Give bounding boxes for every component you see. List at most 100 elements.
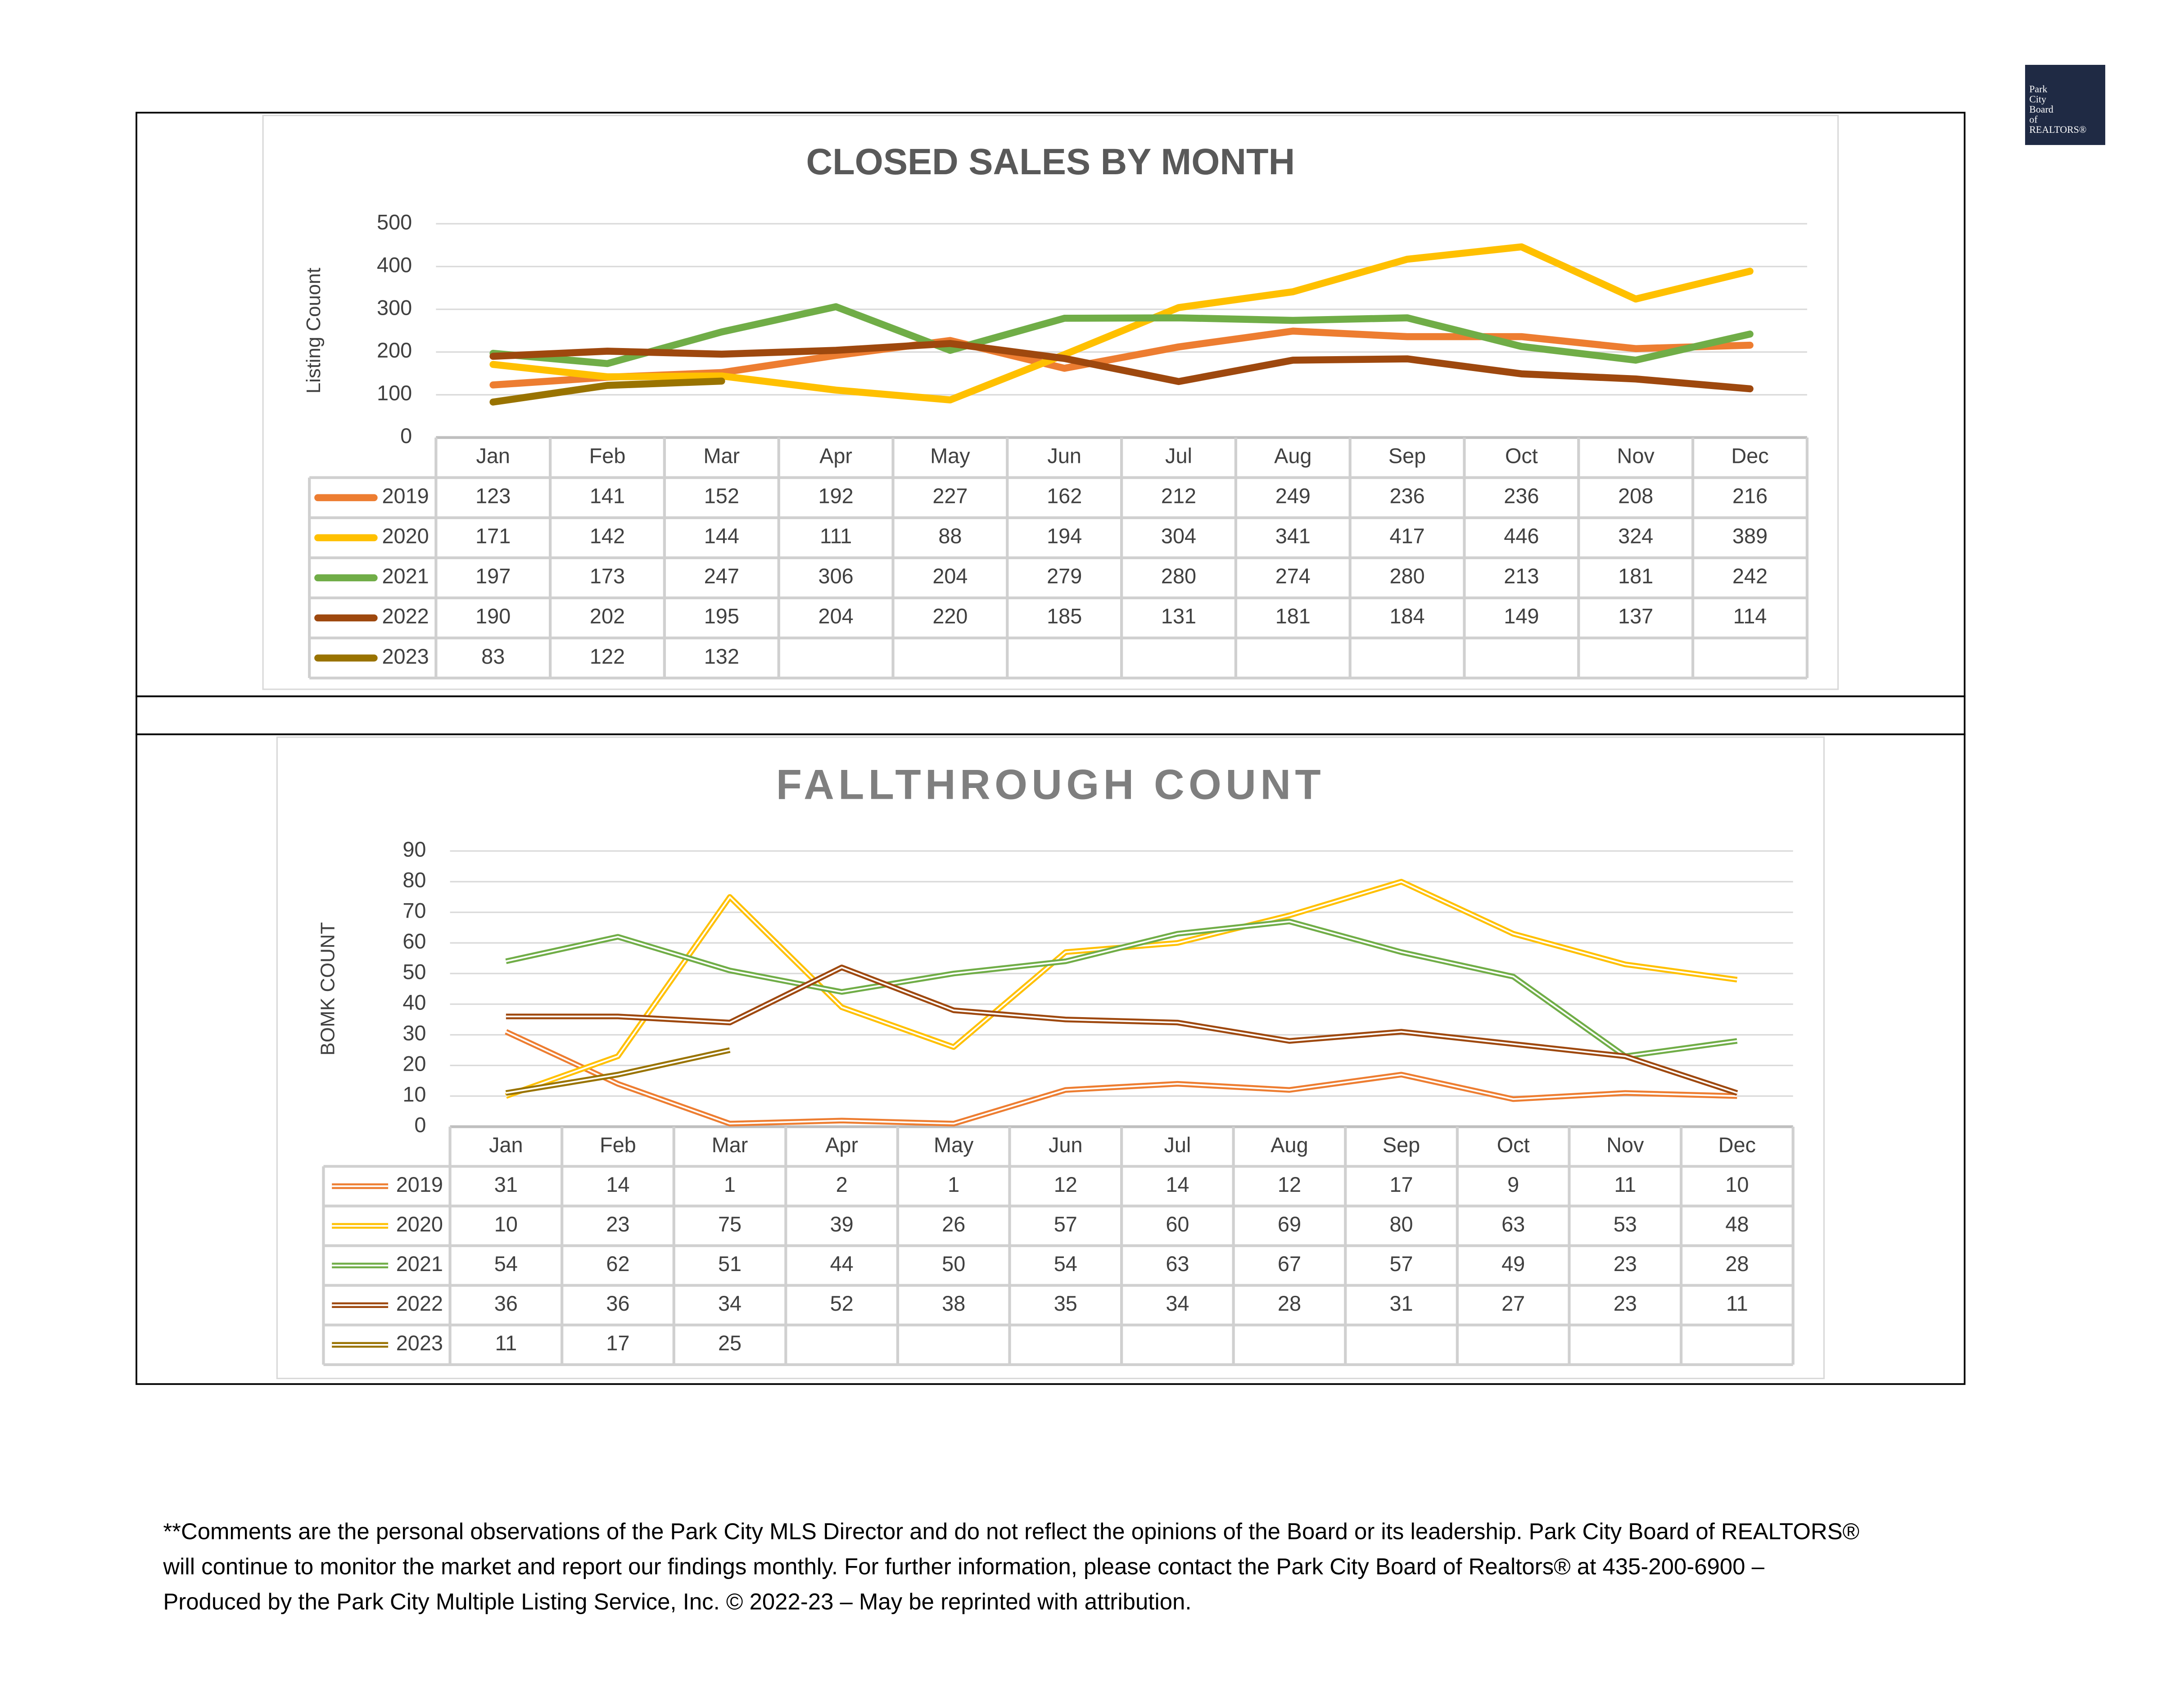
- x-tick-label: Jun: [1049, 1133, 1083, 1157]
- table-cell: 341: [1275, 525, 1311, 548]
- table-cell: 279: [1047, 565, 1082, 588]
- table-cell: 44: [830, 1252, 854, 1276]
- logo-text: Board: [2029, 104, 2053, 115]
- chart-area: [276, 736, 1825, 1380]
- table-cell: 131: [1161, 605, 1196, 628]
- x-tick-label: Mar: [703, 444, 740, 468]
- series-line-inner: [506, 881, 1737, 1097]
- table-cell: 171: [475, 525, 511, 548]
- table-cell: 137: [1618, 605, 1653, 628]
- table-cell: 195: [704, 605, 739, 628]
- table-cell: 142: [590, 525, 625, 548]
- table-cell: 35: [1054, 1292, 1077, 1315]
- x-tick-label: Apr: [825, 1133, 858, 1157]
- table-cell: 280: [1161, 565, 1196, 588]
- table-cell: 274: [1275, 565, 1311, 588]
- series-line: [489, 303, 1754, 367]
- table-cell: 389: [1732, 525, 1768, 548]
- table-cell: 28: [1725, 1252, 1749, 1276]
- logo-text: City: [2029, 94, 2046, 105]
- series-line: [506, 964, 1738, 1096]
- table-cell: 213: [1504, 565, 1539, 588]
- table-cell: 60: [1166, 1213, 1189, 1236]
- table-cell: 280: [1389, 565, 1424, 588]
- table-cell: 83: [481, 645, 505, 668]
- table-cell: 10: [1725, 1173, 1749, 1196]
- table-cell: 2: [836, 1173, 848, 1196]
- x-tick-label: Oct: [1497, 1133, 1530, 1157]
- table-cell: 132: [704, 645, 739, 668]
- table-cell: 306: [818, 565, 854, 588]
- legend-label: 2023: [396, 1331, 443, 1355]
- x-tick-label: Mar: [712, 1133, 748, 1157]
- x-tick-label: Apr: [819, 444, 852, 468]
- legend-label: 2021: [396, 1252, 443, 1276]
- x-tick-label: Nov: [1617, 444, 1655, 468]
- table-cell: 236: [1504, 484, 1539, 508]
- table-cell: 57: [1054, 1213, 1077, 1236]
- table-cell: 1: [724, 1173, 736, 1196]
- table-cell: 114: [1733, 605, 1767, 628]
- x-tick-label: Jul: [1164, 1133, 1191, 1157]
- y-tick-label: 300: [377, 296, 412, 319]
- table-cell: 17: [606, 1331, 629, 1355]
- table-cell: 242: [1732, 565, 1768, 588]
- frame-bottom: [136, 733, 1966, 1385]
- legend-label: 2023: [382, 645, 429, 668]
- y-tick-label: 200: [377, 339, 412, 362]
- table-cell: 80: [1390, 1213, 1413, 1236]
- y-tick-label: 100: [377, 381, 412, 405]
- table-cell: 28: [1278, 1292, 1301, 1315]
- logo-text: of: [2029, 114, 2038, 125]
- y-tick-label: 50: [402, 960, 426, 984]
- x-tick-label: Oct: [1505, 444, 1538, 468]
- logo-text: Park: [2029, 84, 2047, 95]
- y-tick-label: 0: [414, 1113, 426, 1137]
- logo-text: REALTORS®: [2029, 124, 2086, 135]
- series-line-inner: [506, 920, 1737, 1057]
- chart-title: FALLTHROUGH COUNT: [776, 760, 1325, 808]
- table-cell: 236: [1389, 484, 1424, 508]
- table-cell: 75: [718, 1213, 742, 1236]
- table-cell: 51: [718, 1252, 742, 1276]
- y-tick-label: 30: [402, 1022, 426, 1045]
- legend-label: 2022: [382, 605, 429, 628]
- table-cell: 36: [606, 1292, 629, 1315]
- y-tick-label: 400: [377, 253, 412, 276]
- footer-text: **Comments are the personal observations…: [163, 1519, 1859, 1544]
- table-cell: 111: [820, 525, 852, 548]
- table-cell: 185: [1047, 605, 1082, 628]
- table-cell: 181: [1275, 605, 1311, 628]
- y-tick-label: 40: [402, 991, 426, 1014]
- y-axis-label: Listing Couont: [303, 268, 325, 394]
- table-cell: 204: [932, 565, 968, 588]
- legend-label: 2019: [382, 484, 429, 508]
- table-cell: 212: [1161, 484, 1196, 508]
- table-cell: 190: [475, 605, 511, 628]
- x-tick-label: Feb: [589, 444, 626, 468]
- chart-area: [262, 114, 1839, 690]
- table-cell: 14: [606, 1173, 629, 1196]
- table-cell: 54: [1054, 1252, 1077, 1276]
- table-cell: 184: [1389, 605, 1424, 628]
- table-cell: 122: [590, 645, 625, 668]
- table-cell: 12: [1278, 1173, 1301, 1196]
- table-cell: 12: [1054, 1173, 1077, 1196]
- logo: [2025, 65, 2106, 145]
- table-cell: 26: [942, 1213, 965, 1236]
- x-tick-label: Jan: [489, 1133, 523, 1157]
- table-cell: 49: [1501, 1252, 1525, 1276]
- table-cell: 34: [718, 1292, 742, 1315]
- table-cell: 204: [818, 605, 854, 628]
- table-cell: 417: [1389, 525, 1424, 548]
- frame-spacer: [136, 695, 1966, 735]
- table-cell: 304: [1161, 525, 1196, 548]
- x-tick-label: Sep: [1383, 1133, 1420, 1157]
- table-cell: 17: [1390, 1173, 1413, 1196]
- legend-label: 2020: [382, 525, 429, 548]
- table-cell: 31: [1390, 1292, 1413, 1315]
- table-cell: 324: [1618, 525, 1653, 548]
- y-tick-label: 0: [400, 424, 412, 448]
- table-cell: 25: [718, 1331, 742, 1355]
